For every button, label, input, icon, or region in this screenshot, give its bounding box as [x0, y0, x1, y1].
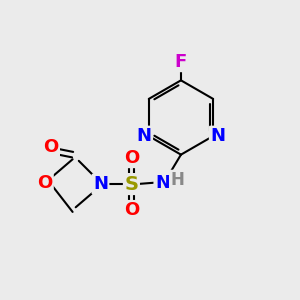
Text: O: O	[43, 138, 58, 156]
Text: N: N	[136, 127, 152, 145]
Text: N: N	[210, 127, 225, 145]
Text: F: F	[175, 53, 187, 71]
Text: S: S	[124, 175, 138, 194]
Text: N: N	[93, 175, 108, 193]
Text: H: H	[170, 171, 184, 189]
Text: O: O	[37, 173, 52, 191]
Text: N: N	[155, 173, 170, 191]
Text: O: O	[124, 149, 139, 167]
Text: O: O	[124, 201, 139, 219]
